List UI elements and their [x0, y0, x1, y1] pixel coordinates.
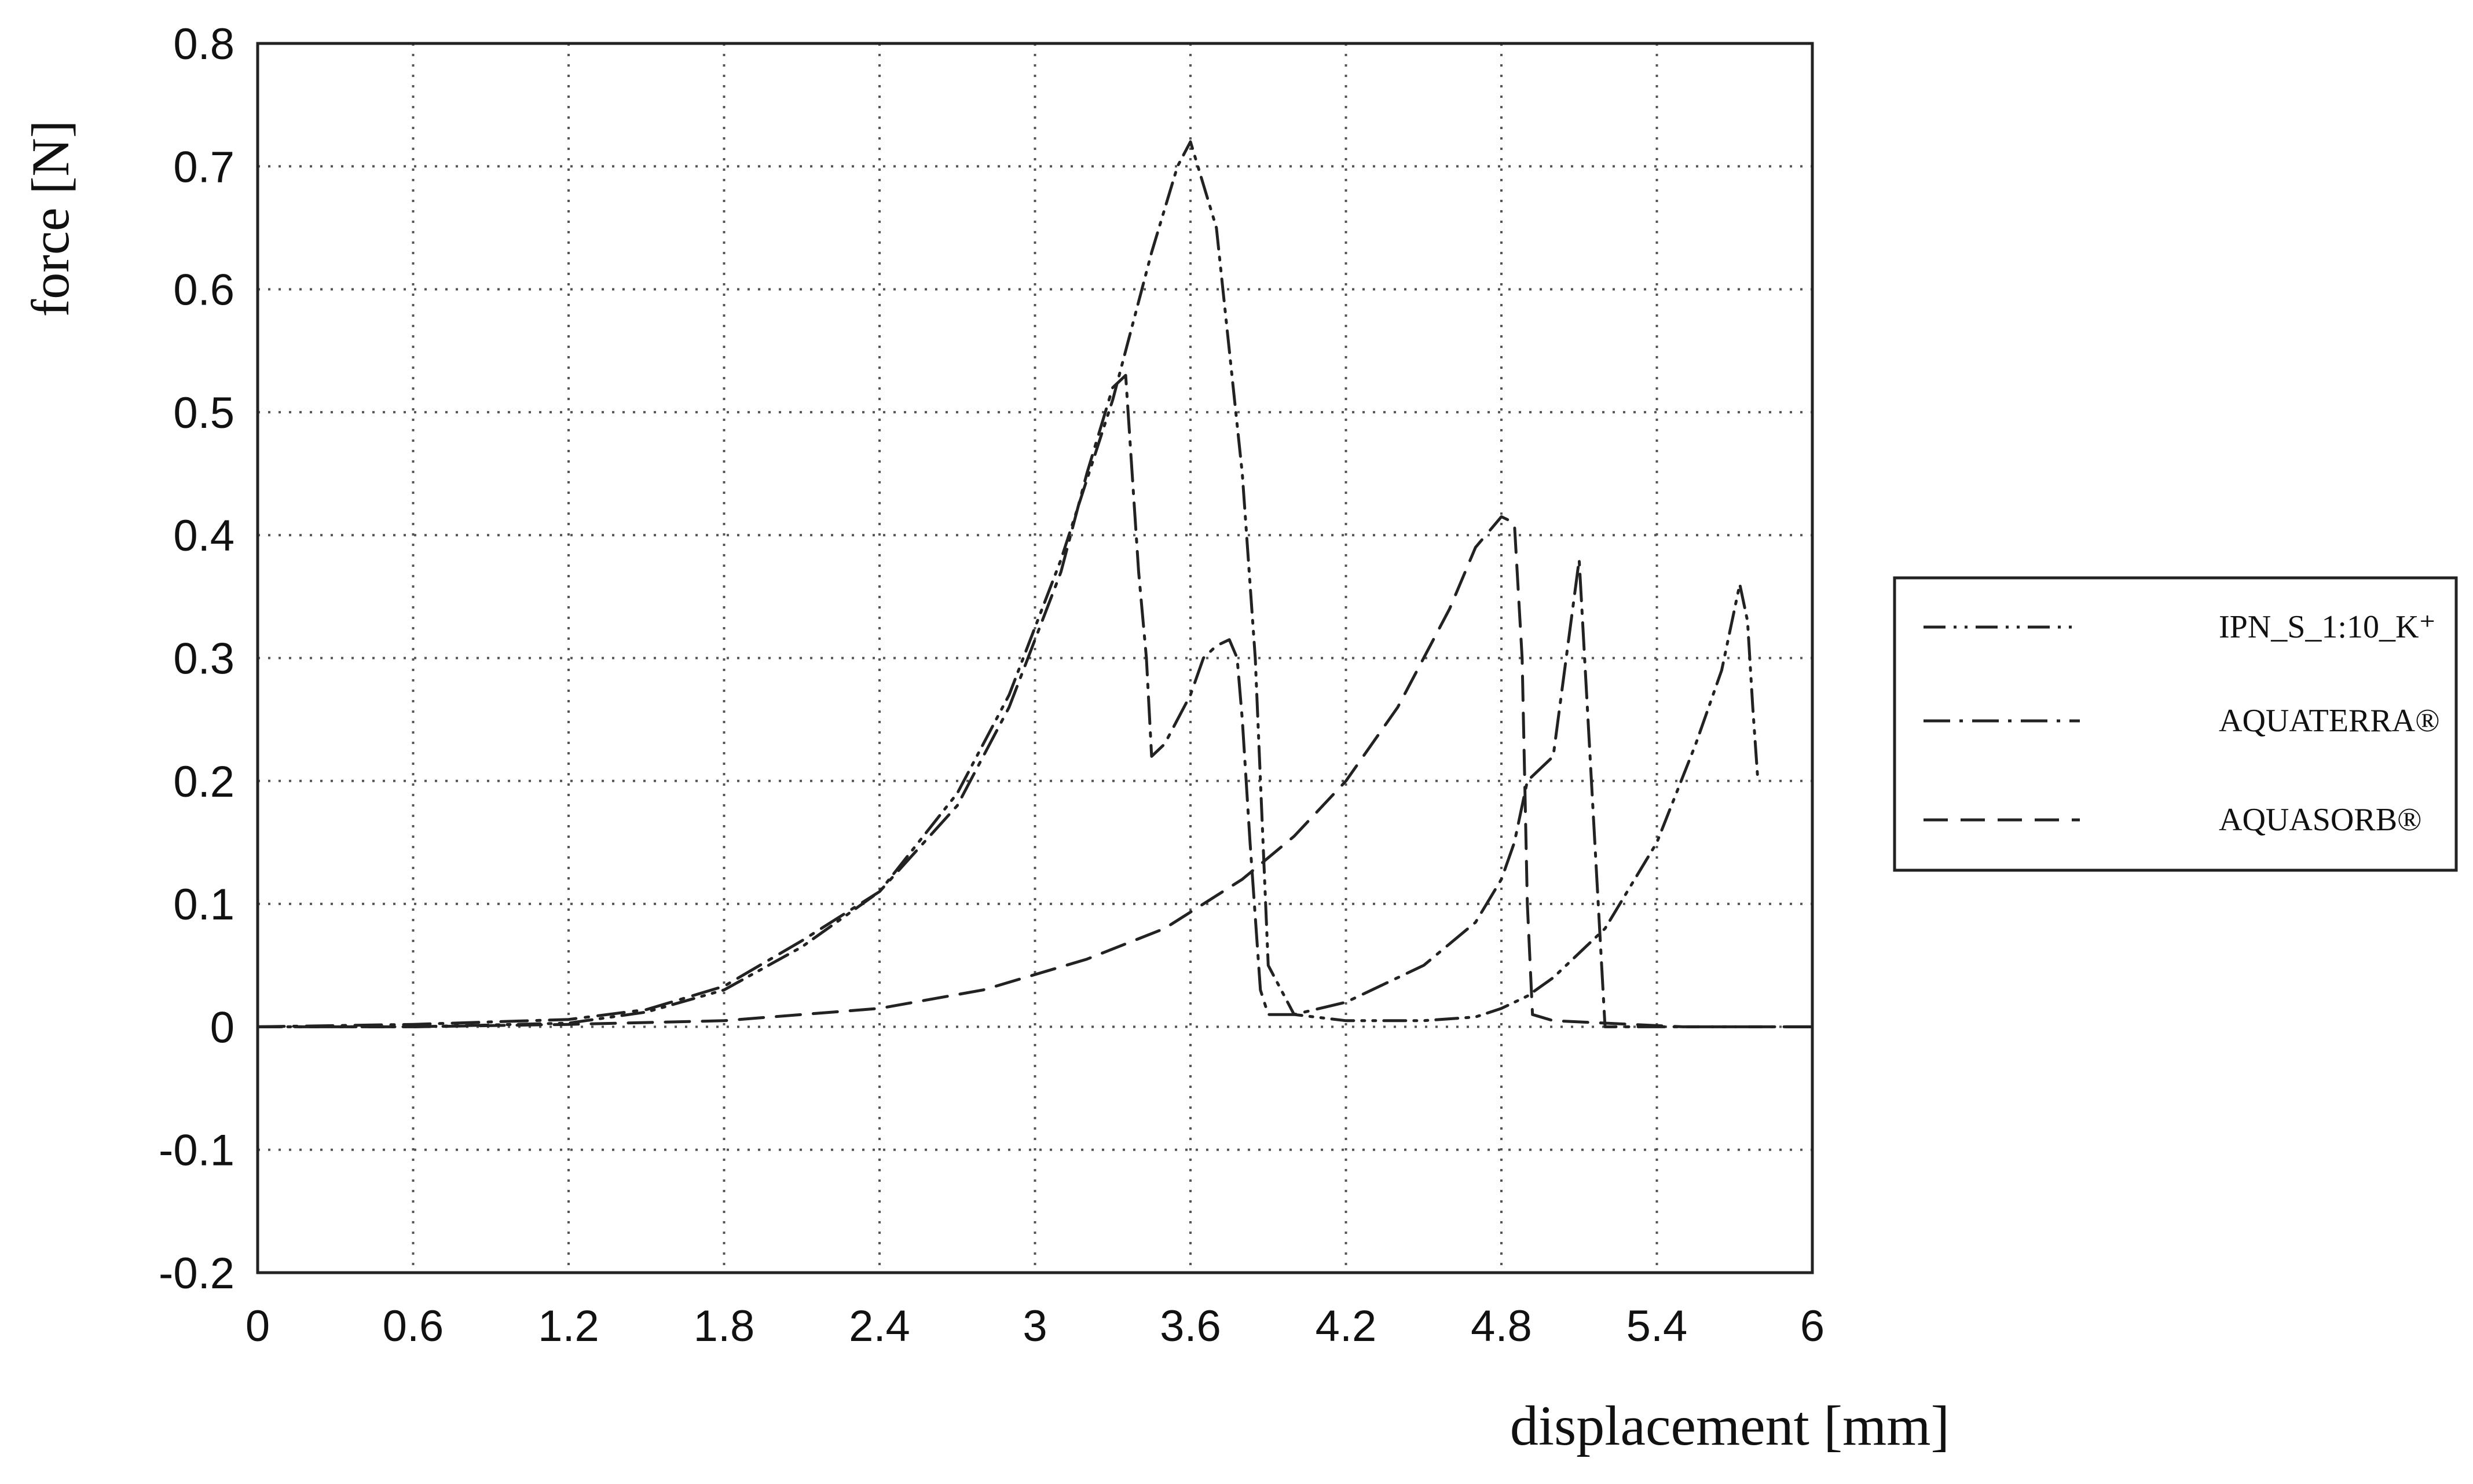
- x-tick-label: 1.8: [694, 1302, 755, 1351]
- x-tick-label: 6: [1800, 1302, 1824, 1351]
- y-tick-label: 0.4: [173, 511, 235, 560]
- tick-labels: 0 0.6 1.2 1.8 2.4 3 3.6 4.2 4.8 5.4 6 0.8 0.7 0.6 0.5 0…: [159, 20, 1824, 1351]
- y-tick-label: 0.5: [173, 389, 235, 438]
- series-lines: [256, 140, 1814, 1028]
- x-tick-label: 5.4: [1626, 1302, 1688, 1351]
- y-tick-label: 0.7: [173, 142, 235, 192]
- x-tick-label: 2.4: [849, 1302, 910, 1351]
- series-line-1: [256, 140, 1760, 1028]
- series-line-3: [256, 515, 1814, 1028]
- x-tick-label: 4.8: [1471, 1302, 1532, 1351]
- legend-label-1: IPN_S_1:10_K⁺: [2219, 609, 2436, 645]
- y-tick-label: 0: [210, 1003, 235, 1052]
- y-tick-label: 0.6: [173, 266, 235, 315]
- y-axis-label: force [N]: [21, 120, 80, 317]
- series-line-2: [256, 373, 1814, 1028]
- x-tick-label: 4.2: [1316, 1302, 1377, 1351]
- plot-area-frame: [256, 42, 1814, 1274]
- legend-items: IPN_S_1:10_K⁺ AQUATERRA® AQUASORB®: [1924, 609, 2440, 838]
- y-tick-label: 0.2: [173, 757, 235, 807]
- y-tick-label: -0.2: [159, 1249, 235, 1298]
- x-tick-label: 0: [246, 1302, 270, 1351]
- y-tick-label: -0.1: [159, 1126, 235, 1175]
- legend: IPN_S_1:10_K⁺ AQUATERRA® AQUASORB®: [1893, 576, 2458, 872]
- x-tick-label: 3: [1023, 1302, 1047, 1351]
- y-tick-label: 0.1: [173, 880, 235, 929]
- legend-label-2: AQUATERRA®: [2219, 703, 2440, 739]
- x-tick-label: 0.6: [383, 1302, 444, 1351]
- x-tick-label: 1.2: [538, 1302, 599, 1351]
- x-tick-label: 3.6: [1160, 1302, 1221, 1351]
- legend-label-3: AQUASORB®: [2219, 802, 2422, 838]
- y-tick-label: 0.3: [173, 635, 235, 684]
- y-tick-label: 0.8: [173, 20, 235, 69]
- grid: [258, 43, 1812, 1273]
- x-axis-label: displacement [mm]: [1510, 1395, 1950, 1457]
